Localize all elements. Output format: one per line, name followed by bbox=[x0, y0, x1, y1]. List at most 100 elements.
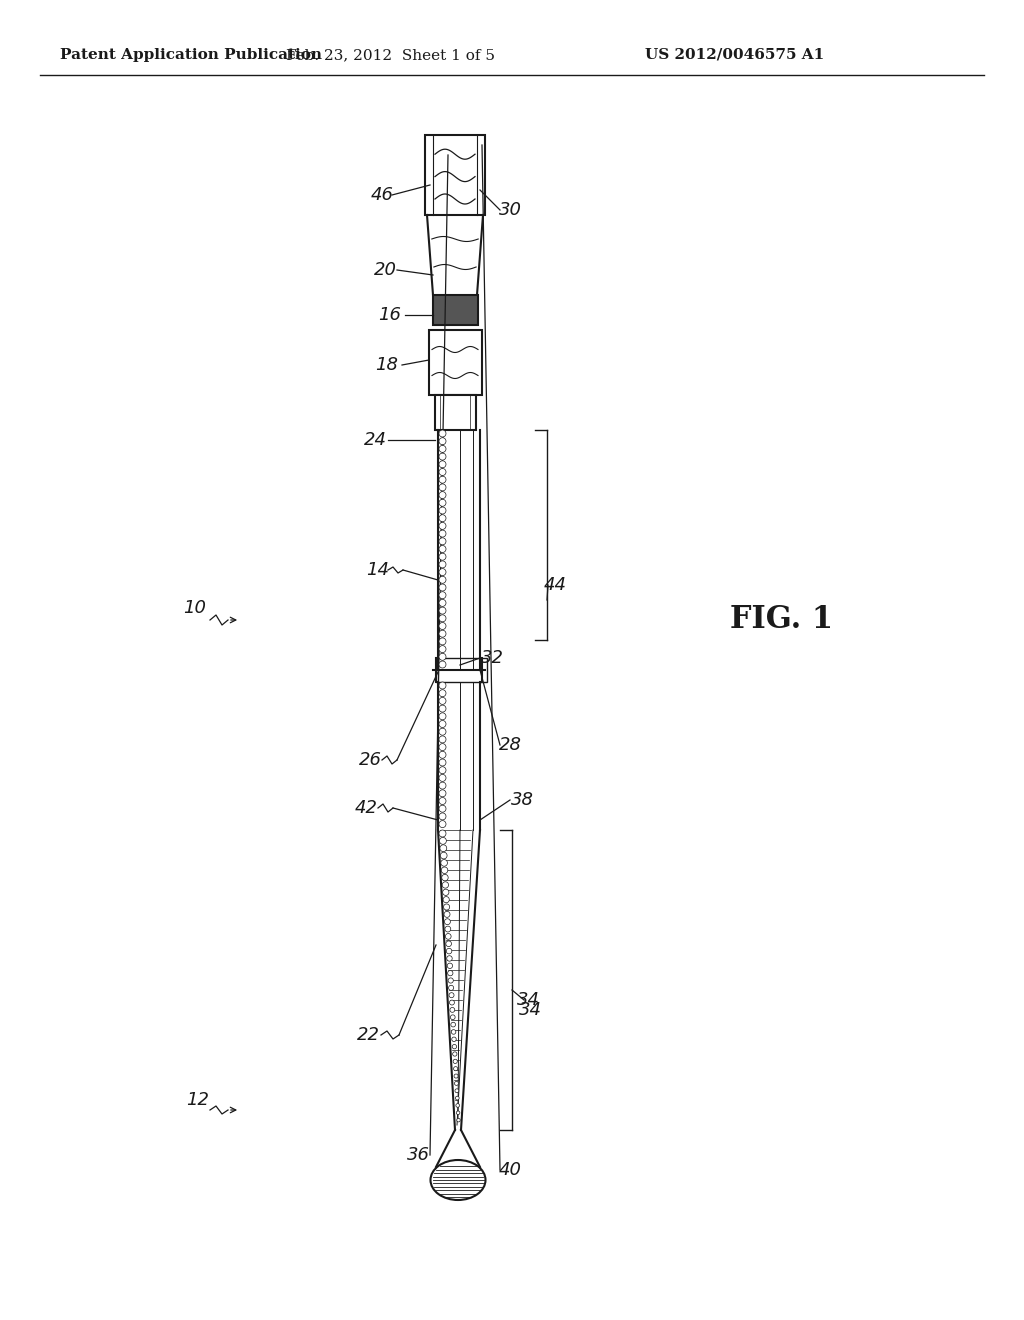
Circle shape bbox=[439, 781, 446, 789]
Circle shape bbox=[442, 882, 449, 888]
Circle shape bbox=[442, 890, 449, 895]
Circle shape bbox=[439, 438, 446, 445]
Circle shape bbox=[439, 531, 446, 537]
Circle shape bbox=[453, 1052, 457, 1056]
Text: FIG. 1: FIG. 1 bbox=[730, 605, 833, 635]
Text: 12: 12 bbox=[186, 1092, 210, 1109]
Text: 36: 36 bbox=[407, 1146, 429, 1164]
Circle shape bbox=[440, 853, 447, 859]
Circle shape bbox=[446, 956, 453, 961]
Circle shape bbox=[439, 661, 446, 668]
Circle shape bbox=[446, 948, 452, 954]
Circle shape bbox=[441, 874, 449, 880]
Circle shape bbox=[449, 993, 454, 998]
Circle shape bbox=[450, 1007, 455, 1012]
Text: US 2012/0046575 A1: US 2012/0046575 A1 bbox=[645, 48, 824, 62]
Circle shape bbox=[455, 1089, 459, 1093]
Circle shape bbox=[443, 896, 450, 903]
Circle shape bbox=[439, 697, 446, 705]
Circle shape bbox=[439, 713, 446, 719]
Circle shape bbox=[439, 638, 446, 645]
Text: 14: 14 bbox=[367, 561, 389, 579]
Circle shape bbox=[439, 775, 446, 781]
Circle shape bbox=[439, 461, 446, 467]
Text: Patent Application Publication: Patent Application Publication bbox=[60, 48, 322, 62]
Circle shape bbox=[439, 477, 446, 483]
Circle shape bbox=[439, 607, 446, 614]
Circle shape bbox=[439, 830, 446, 837]
Circle shape bbox=[450, 1001, 455, 1005]
Circle shape bbox=[440, 845, 446, 851]
Bar bbox=[433, 294, 478, 325]
Circle shape bbox=[439, 653, 446, 660]
Circle shape bbox=[456, 1104, 460, 1107]
Circle shape bbox=[441, 867, 447, 874]
Circle shape bbox=[439, 591, 446, 599]
Circle shape bbox=[455, 1081, 459, 1085]
Text: 30: 30 bbox=[499, 201, 521, 219]
Circle shape bbox=[439, 499, 446, 507]
Circle shape bbox=[454, 1067, 458, 1071]
Circle shape bbox=[444, 919, 451, 925]
Circle shape bbox=[439, 484, 446, 491]
Circle shape bbox=[452, 1030, 456, 1035]
Circle shape bbox=[439, 569, 446, 576]
Text: 44: 44 bbox=[544, 576, 566, 594]
Bar bbox=[436, 657, 487, 682]
Circle shape bbox=[439, 705, 446, 711]
Circle shape bbox=[440, 859, 447, 866]
Circle shape bbox=[439, 561, 446, 568]
Circle shape bbox=[439, 491, 446, 499]
Circle shape bbox=[449, 978, 454, 983]
Circle shape bbox=[443, 904, 450, 909]
Circle shape bbox=[439, 515, 446, 521]
Circle shape bbox=[457, 1118, 460, 1122]
Text: 34: 34 bbox=[518, 1001, 542, 1019]
Circle shape bbox=[439, 729, 446, 735]
Circle shape bbox=[439, 537, 446, 545]
Circle shape bbox=[439, 553, 446, 560]
Circle shape bbox=[439, 743, 446, 751]
Circle shape bbox=[439, 623, 446, 630]
Circle shape bbox=[439, 469, 446, 475]
Text: 42: 42 bbox=[354, 799, 378, 817]
Circle shape bbox=[439, 837, 446, 845]
Circle shape bbox=[439, 797, 446, 804]
Circle shape bbox=[456, 1096, 459, 1100]
Bar bbox=[429, 330, 482, 395]
Bar bbox=[425, 135, 485, 215]
Text: 28: 28 bbox=[499, 737, 521, 754]
Text: 40: 40 bbox=[499, 1162, 521, 1179]
Ellipse shape bbox=[430, 1160, 485, 1200]
Circle shape bbox=[439, 507, 446, 513]
Text: Feb. 23, 2012  Sheet 1 of 5: Feb. 23, 2012 Sheet 1 of 5 bbox=[286, 48, 495, 62]
Circle shape bbox=[439, 430, 446, 437]
Text: 38: 38 bbox=[511, 791, 534, 809]
Text: 16: 16 bbox=[379, 306, 401, 323]
Circle shape bbox=[439, 682, 446, 689]
Circle shape bbox=[439, 545, 446, 553]
Circle shape bbox=[439, 767, 446, 774]
Text: 34: 34 bbox=[516, 991, 540, 1008]
Circle shape bbox=[439, 453, 446, 461]
Circle shape bbox=[439, 577, 446, 583]
Circle shape bbox=[439, 630, 446, 638]
Circle shape bbox=[439, 737, 446, 743]
Text: 46: 46 bbox=[371, 186, 393, 205]
Circle shape bbox=[445, 933, 452, 940]
Circle shape bbox=[454, 1074, 458, 1078]
Circle shape bbox=[457, 1111, 460, 1114]
Circle shape bbox=[439, 751, 446, 758]
Circle shape bbox=[439, 821, 446, 828]
Circle shape bbox=[451, 1022, 456, 1027]
Circle shape bbox=[439, 759, 446, 766]
Text: 32: 32 bbox=[480, 649, 504, 667]
Circle shape bbox=[439, 689, 446, 697]
Circle shape bbox=[453, 1044, 457, 1049]
Bar bbox=[435, 395, 476, 430]
Text: 24: 24 bbox=[364, 432, 386, 449]
Circle shape bbox=[447, 964, 453, 969]
Circle shape bbox=[444, 911, 450, 917]
Circle shape bbox=[439, 583, 446, 591]
Circle shape bbox=[449, 985, 454, 990]
